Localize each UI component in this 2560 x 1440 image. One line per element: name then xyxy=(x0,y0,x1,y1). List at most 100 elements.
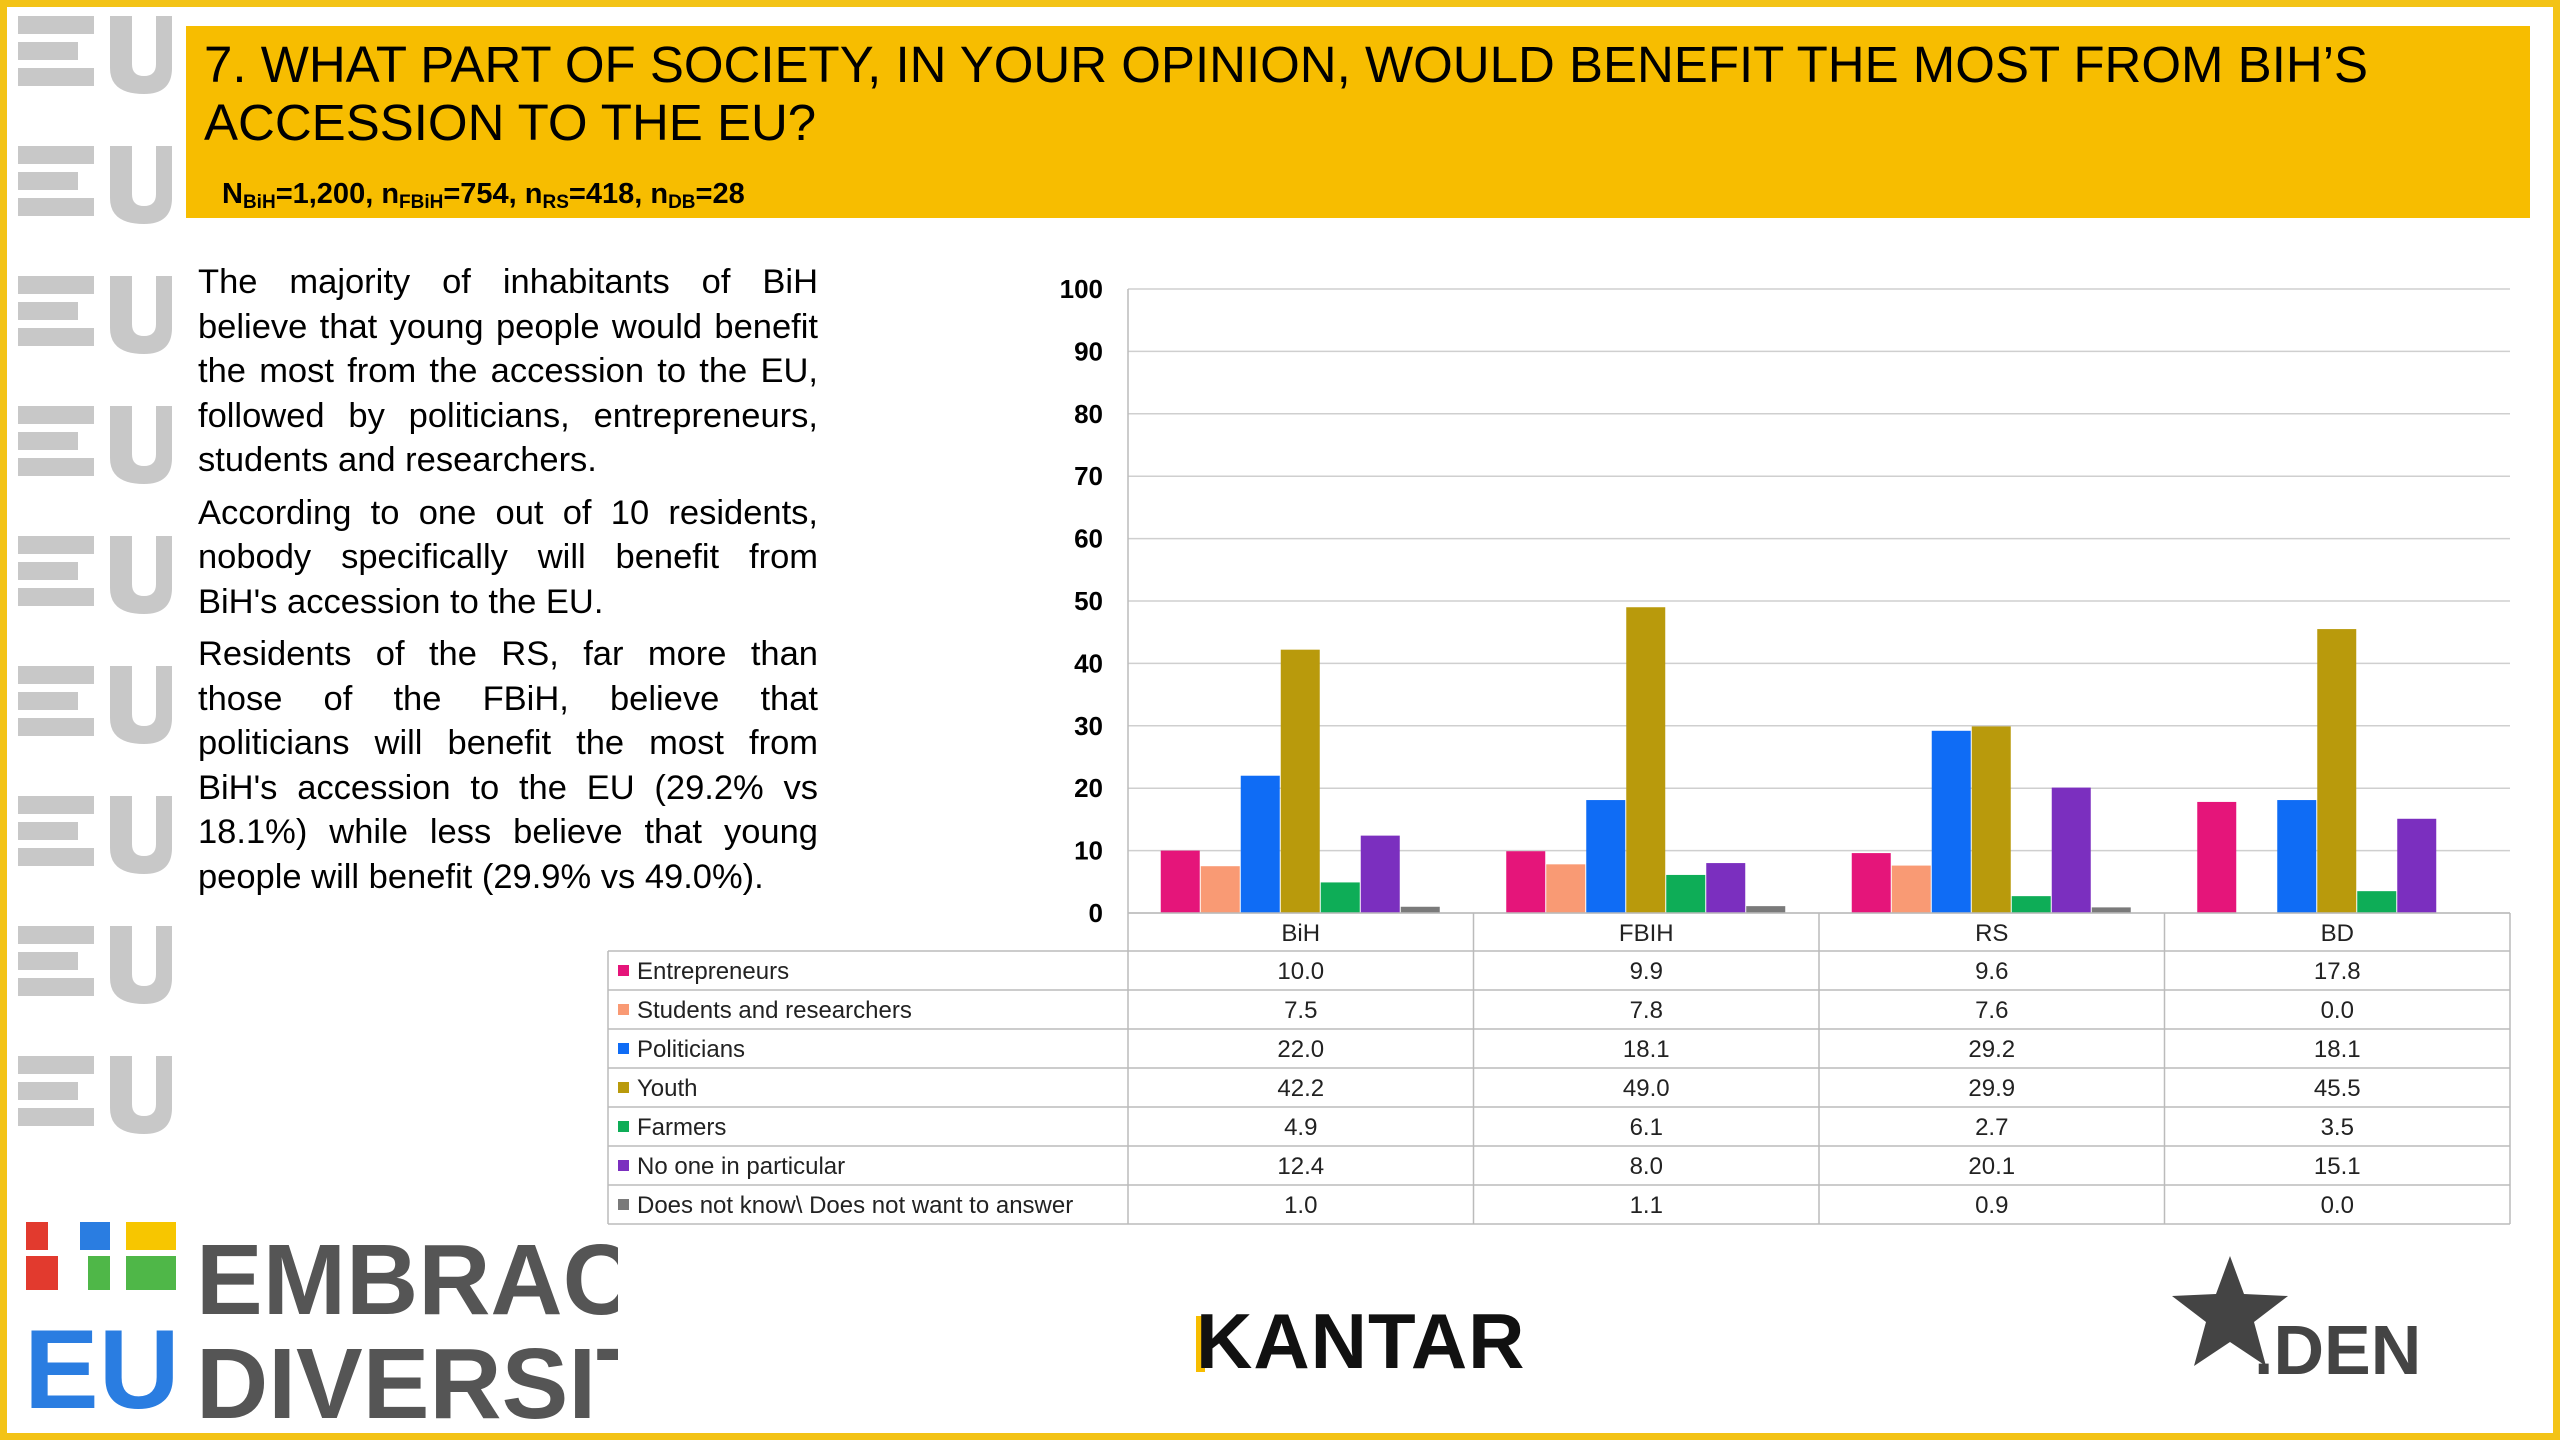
logo-block-yellow xyxy=(126,1222,176,1250)
bar-politicians-bd xyxy=(2277,800,2317,913)
bar-youth-bih xyxy=(1280,649,1320,913)
data-label: 1.1 xyxy=(1630,1192,1663,1219)
logo-block-red2 xyxy=(26,1256,58,1290)
y-tick-label: 40 xyxy=(1074,648,1103,678)
strip-bar xyxy=(18,926,94,944)
slide-header: 7. WHAT PART OF SOCIETY, IN YOUR OPINION… xyxy=(186,26,2530,218)
strip-bar xyxy=(18,978,94,996)
strip-bar xyxy=(18,276,94,294)
data-label: 15.1 xyxy=(2314,1153,2361,1180)
category-label-fbih: FBIH xyxy=(1619,920,1674,947)
legend-label-does-not-know-does-not-want-to-answer: Does not know\ Does not want to answer xyxy=(637,1192,1073,1219)
strip-bar xyxy=(18,666,94,684)
legend-swatch xyxy=(618,1004,629,1015)
kantar-logo: KANTAR xyxy=(1196,1297,1526,1385)
sample-sub-3: DB xyxy=(668,192,696,213)
bar-youth-fbih xyxy=(1626,607,1666,913)
paragraph-1: According to one out of 10 residents, no… xyxy=(198,493,818,621)
strip-letter xyxy=(110,146,172,224)
sample-value-2: =418, xyxy=(568,178,651,210)
data-label: 9.6 xyxy=(1975,958,2008,985)
data-label: 7.6 xyxy=(1975,997,2008,1024)
strip-bar xyxy=(18,1082,78,1100)
data-label: 4.9 xyxy=(1284,1114,1317,1141)
data-label: 10.0 xyxy=(1277,958,1324,985)
bar-students-and-researchers-rs xyxy=(1891,865,1931,913)
strip-bar xyxy=(18,146,94,164)
sample-base-0: N xyxy=(222,178,243,210)
star-icon xyxy=(2172,1256,2288,1366)
logo-mark-eu: EU xyxy=(24,1307,180,1428)
strip-bar xyxy=(18,1108,94,1126)
data-label: 0.0 xyxy=(2321,1192,2354,1219)
data-label: 12.4 xyxy=(1277,1153,1324,1180)
y-tick-label: 10 xyxy=(1074,836,1103,866)
legend-label-politicians: Politicians xyxy=(637,1036,745,1063)
legend-swatch xyxy=(618,1199,629,1210)
sample-base-1: n xyxy=(381,178,400,210)
strip-bar xyxy=(18,42,78,60)
embrace-diversity-logo: EU EMBRACE DIVERSITY xyxy=(24,1222,618,1428)
strip-letter xyxy=(110,406,172,484)
strip-bar xyxy=(18,718,94,736)
y-tick-label: 30 xyxy=(1074,711,1103,741)
bar-farmers-bd xyxy=(2357,891,2397,913)
bar-politicians-rs xyxy=(1931,730,1971,913)
y-tick-label: 50 xyxy=(1074,586,1103,616)
strip-letter xyxy=(110,796,172,874)
bar-students-and-researchers-bih xyxy=(1200,866,1240,913)
bar-farmers-fbih xyxy=(1666,874,1706,913)
sample-sub-0: BiH xyxy=(242,192,276,213)
data-label: 45.5 xyxy=(2314,1075,2361,1102)
legend-swatch xyxy=(618,965,629,976)
bar-no-one-in-particular-bih xyxy=(1360,835,1400,913)
bar-politicians-bih xyxy=(1240,775,1280,913)
legend-label-youth: Youth xyxy=(637,1075,698,1102)
data-label: 8.0 xyxy=(1630,1153,1663,1180)
data-label: 17.8 xyxy=(2314,958,2361,985)
bar-does-not-know-does-not-want-to-answer-rs xyxy=(2091,907,2131,913)
data-label: 1.0 xyxy=(1284,1192,1317,1219)
data-label: 6.1 xyxy=(1630,1114,1663,1141)
kantar-logo-accent xyxy=(1196,1316,1205,1372)
legend-label-students-and-researchers: Students and researchers xyxy=(637,997,912,1024)
bar-no-one-in-particular-bd xyxy=(2397,818,2437,913)
legend-swatch xyxy=(618,1043,629,1054)
strip-bar xyxy=(18,68,94,86)
sample-value-1: =754, xyxy=(443,178,525,210)
category-label-rs: RS xyxy=(1975,920,2008,947)
bar-farmers-rs xyxy=(2011,896,2051,913)
sample-value-3: =28 xyxy=(695,178,745,210)
strip-bar xyxy=(18,952,78,970)
y-tick-label: 80 xyxy=(1074,399,1103,429)
sample-base-3: n xyxy=(650,178,669,210)
category-label-bih: BiH xyxy=(1281,920,1320,947)
bar-entrepreneurs-bih xyxy=(1160,850,1200,913)
slide-title: 7. WHAT PART OF SOCIETY, IN YOUR OPINION… xyxy=(204,36,2369,151)
bar-entrepreneurs-bd xyxy=(2197,801,2237,913)
data-label: 2.7 xyxy=(1975,1114,2008,1141)
strip-bar xyxy=(18,536,94,554)
strip-bar xyxy=(18,822,78,840)
sample-value-0: =1,200, xyxy=(275,178,382,210)
side-decorative-strip xyxy=(18,16,172,1134)
bar-entrepreneurs-rs xyxy=(1851,853,1891,913)
y-tick-label: 90 xyxy=(1074,336,1103,366)
category-label-bd: BD xyxy=(2321,920,2354,947)
legend-swatch xyxy=(618,1082,629,1093)
data-label: 18.1 xyxy=(2314,1036,2361,1063)
bar-no-one-in-particular-rs xyxy=(2051,787,2091,913)
data-label: 7.8 xyxy=(1630,997,1663,1024)
den-logo-text: .DEN xyxy=(2254,1311,2421,1386)
bar-politicians-fbih xyxy=(1586,800,1626,913)
legend-swatch xyxy=(618,1160,629,1171)
strip-bar xyxy=(18,172,78,190)
strip-bar xyxy=(18,406,94,424)
sample-sub-2: RS xyxy=(542,192,569,213)
den-logo: .DEN xyxy=(2172,1256,2421,1386)
commentary-text: The majority of inhabitants of BiH belie… xyxy=(198,260,818,907)
data-label: 22.0 xyxy=(1277,1036,1324,1063)
paragraph-2: Residents of the RS, far more than those… xyxy=(198,635,818,896)
data-label: 3.5 xyxy=(2321,1114,2354,1141)
